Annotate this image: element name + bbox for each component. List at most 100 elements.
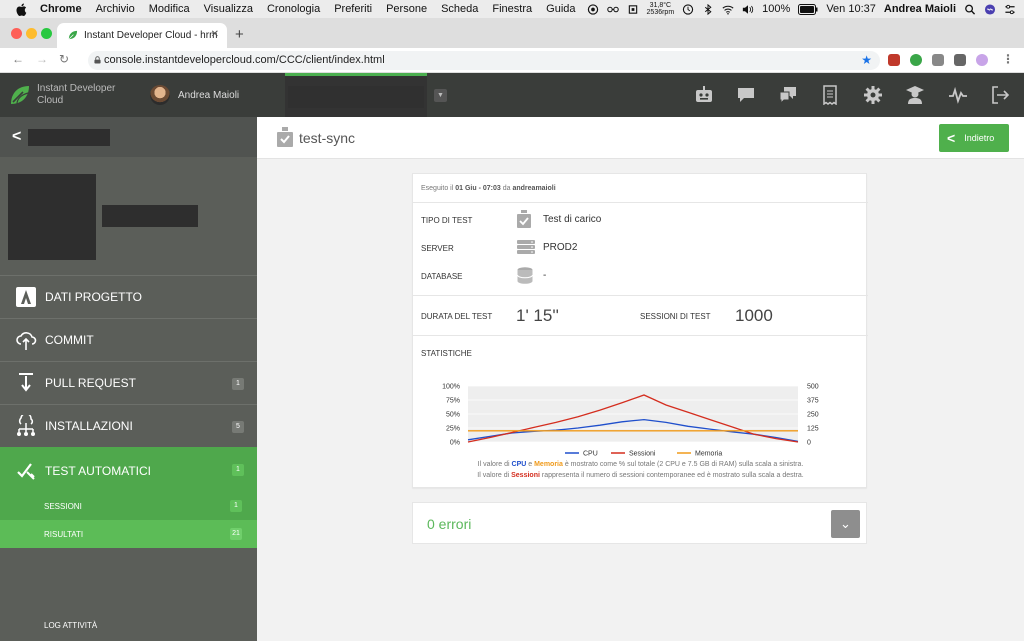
reload-icon[interactable]: ↻ [59, 52, 70, 66]
chart-series-line-cpu [467, 418, 799, 443]
mac-user-name[interactable]: Andrea Maioli [883, 3, 956, 15]
glasses-icon[interactable] [606, 4, 619, 15]
sessioni-value: 1000 [735, 306, 773, 325]
brand-logo[interactable]: Instant Developer Cloud [8, 83, 115, 107]
sidebar-log-attivita[interactable]: LOG ATTIVITÀ [44, 621, 98, 630]
chat-icon[interactable] [736, 85, 756, 105]
robot-icon[interactable] [694, 85, 714, 105]
activity-pulse-icon[interactable] [948, 85, 968, 105]
network-install-icon [17, 415, 35, 436]
menu-scheda[interactable]: Scheda [441, 3, 479, 15]
exec-user: andreamaioli [512, 185, 556, 192]
menu-modifica[interactable]: Modifica [148, 3, 190, 15]
note-cpu: CPU [511, 461, 527, 468]
durata-value: 1' 15'' [516, 306, 559, 325]
indietro-button[interactable]: < Indietro [939, 124, 1009, 152]
sidebar-item-label: INSTALLAZIONI [45, 419, 133, 433]
ublock-extension-icon[interactable] [888, 54, 900, 66]
drive-extension-icon[interactable] [932, 54, 944, 66]
logout-icon[interactable] [990, 85, 1010, 105]
chart-right-tick-label: 500 [807, 384, 819, 391]
browser-menu-icon[interactable]: ⋮ [1002, 52, 1014, 66]
project-dropdown-button[interactable]: ▼ [434, 89, 447, 102]
sensor-readout[interactable]: 31,8°C 2536rpm [647, 2, 675, 16]
server-label: SERVER [421, 244, 454, 253]
menu-visualizza[interactable]: Visualizza [203, 3, 253, 15]
extensions-puzzle-icon[interactable] [954, 54, 966, 66]
project-data-icon [16, 287, 36, 307]
project-selector[interactable] [285, 73, 427, 117]
battery-percent[interactable]: 100% [762, 3, 791, 15]
window-zoom-button[interactable] [41, 28, 52, 39]
menu-archivio[interactable]: Archivio [95, 3, 135, 15]
menu-app-name[interactable]: Chrome [40, 3, 82, 15]
sidebar-item-pull-request[interactable]: PULL REQUEST 1 [0, 361, 257, 404]
siri-icon[interactable] [984, 3, 996, 15]
errors-panel[interactable]: 0 errori ⌄ [412, 502, 867, 544]
sidebar-item-test-automatici[interactable]: TEST AUTOMATICI 1 [0, 447, 257, 493]
bluetooth-icon[interactable] [702, 3, 714, 15]
volume-icon[interactable] [742, 4, 754, 15]
note-text: rappresenta il numero di sessioni contem… [539, 472, 804, 479]
window-close-button[interactable] [11, 28, 22, 39]
sidebar-back-icon[interactable]: < [12, 128, 22, 145]
leaf-extension-icon[interactable] [910, 54, 922, 66]
installazioni-count-badge: 5 [232, 421, 244, 433]
chart-right-tick-label: 125 [807, 426, 819, 433]
user-graduate-icon[interactable] [905, 85, 925, 105]
new-tab-button[interactable]: + [235, 26, 244, 43]
menu-preferiti[interactable]: Preferiti [334, 3, 373, 15]
apple-icon[interactable] [16, 3, 28, 16]
sidebar-item-label: COMMIT [45, 333, 94, 347]
window-minimize-button[interactable] [26, 28, 37, 39]
chart-right-tick-label: 375 [807, 398, 819, 405]
cpu-chip-icon[interactable] [627, 4, 639, 15]
statistiche-label: STATISTICHE [421, 349, 472, 358]
divider [413, 335, 868, 336]
tab-title: Instant Developer Cloud - hrm [84, 30, 218, 41]
clock[interactable]: Ven 10:37 [826, 3, 876, 15]
chart-left-tick-label: 50% [446, 412, 460, 419]
menu-guida[interactable]: Guida [546, 3, 576, 15]
sidebar-subitem-risultati[interactable]: RISULTATI 21 [0, 520, 257, 548]
divider [413, 295, 868, 296]
browser-toolbar: ← → ↻ console.instantdevelopercloud.com/… [0, 48, 1024, 73]
sidebar-item-commit[interactable]: COMMIT [0, 318, 257, 361]
page-title: test-sync [299, 130, 356, 146]
bookmark-star-icon[interactable]: ★ [861, 53, 872, 67]
mac-menubar: Chrome Archivio Modifica Visualizza Cron… [0, 0, 1024, 18]
execution-info: Eseguito il 01 Giu - 07:03 da andreamaio… [421, 185, 556, 192]
spotlight-search-icon[interactable] [964, 4, 976, 15]
sidebar-item-dati-progetto[interactable]: DATI PROGETTO [0, 275, 257, 318]
statistics-chart: 100% 500 75% 375 50% 250 25% 125 0% 0 CPU Sessioni M… [442, 384, 819, 458]
receipt-icon[interactable] [820, 85, 840, 105]
record-icon[interactable] [587, 3, 599, 15]
project-name-redacted [288, 86, 424, 108]
tab-close-icon[interactable]: ✕ [210, 29, 219, 40]
header-user[interactable]: Andrea Maioli [150, 85, 239, 105]
chat-group-icon[interactable] [778, 85, 798, 105]
note-text: Il valore di [477, 472, 512, 479]
sidebar-subitem-sessioni[interactable]: SESSIONI 1 [0, 492, 257, 520]
app-header: Instant Developer Cloud Andrea Maioli ▼ [0, 73, 1024, 117]
sidebar-item-installazioni[interactable]: INSTALLAZIONI 5 [0, 404, 257, 447]
back-arrow-icon[interactable]: ← [12, 52, 24, 66]
time-machine-icon[interactable] [682, 3, 694, 15]
url-text: console.instantdevelopercloud.com/CCC/cl… [104, 54, 385, 66]
forward-arrow-icon[interactable]: → [36, 52, 48, 66]
menu-cronologia[interactable]: Cronologia [266, 3, 321, 15]
address-bar[interactable]: console.instantdevelopercloud.com/CCC/cl… [88, 51, 880, 70]
profile-avatar-icon[interactable] [976, 54, 988, 66]
menu-finestra[interactable]: Finestra [492, 3, 533, 15]
expand-chevron-down-icon[interactable]: ⌄ [831, 510, 860, 538]
gear-icon[interactable] [863, 85, 883, 105]
test-automatici-count-badge: 1 [232, 464, 244, 476]
brand-name: Instant Developer Cloud [37, 83, 115, 107]
chevron-left-icon: < [947, 130, 956, 146]
menu-persone[interactable]: Persone [386, 3, 428, 15]
battery-icon[interactable] [798, 3, 818, 15]
control-center-icon[interactable] [1004, 4, 1016, 15]
browser-tab[interactable]: Instant Developer Cloud - hrm ✕ [57, 23, 227, 48]
wifi-icon[interactable] [722, 4, 734, 15]
sessioni-count-badge: 1 [230, 500, 242, 512]
